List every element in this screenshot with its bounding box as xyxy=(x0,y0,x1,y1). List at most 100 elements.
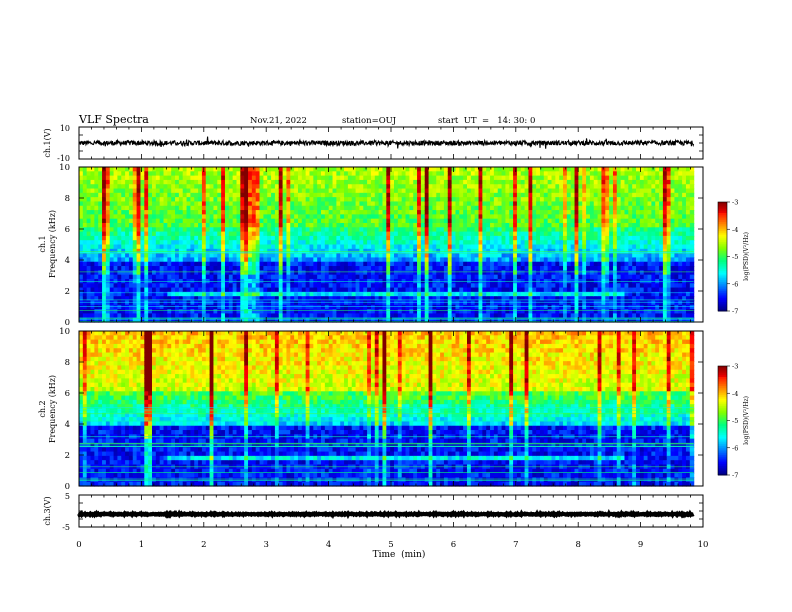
ch1-ylabel: ch.1(V) xyxy=(43,128,52,157)
colorbar-step xyxy=(718,258,727,261)
colorbar-step xyxy=(718,389,727,392)
colorbar-step xyxy=(718,455,727,458)
colorbar-step xyxy=(718,418,727,421)
colorbar-step xyxy=(718,427,727,431)
colorbar-step xyxy=(718,400,727,403)
colorbar-step xyxy=(718,207,727,210)
colorbar-step xyxy=(718,367,727,371)
colorbar-step xyxy=(718,425,727,429)
colorbar-step xyxy=(718,236,727,239)
colorbar-step xyxy=(718,291,727,294)
colorbar-step xyxy=(718,263,727,267)
colorbar-step xyxy=(718,407,727,411)
colorbar-step xyxy=(718,231,727,234)
colorbar-step xyxy=(718,373,727,376)
colorbar-step xyxy=(718,404,727,407)
colorbar-step xyxy=(718,203,727,207)
ch2-spectrogram-panel: 0 2 4 6 8 10 ch.2 Frequency (kHz) -3 -4 -5 -6 -7 l… xyxy=(38,327,750,492)
colorbar-step xyxy=(718,301,727,305)
colorbar-step xyxy=(718,240,727,243)
waveform-line xyxy=(78,136,695,149)
colorbar-step xyxy=(718,245,727,248)
colorbar-step xyxy=(718,415,727,418)
colorbar-step xyxy=(718,375,727,378)
colorbar-step xyxy=(718,211,727,214)
colorbar-step xyxy=(718,283,727,287)
y-tick-label: 2 xyxy=(65,287,70,297)
colorbar-step xyxy=(718,395,727,398)
ch1-waveform-panel: 10 -10 ch.1(V) xyxy=(43,124,704,163)
colorbar-step xyxy=(718,223,727,227)
ch1-spectrogram-image xyxy=(79,167,703,323)
colorbar-step xyxy=(718,221,727,225)
colorbar-step xyxy=(718,267,727,270)
colorbar-step xyxy=(718,251,727,254)
ch1-spectrogram-panel: 0 2 4 6 8 10 ch.1 Frequency (kHz) -3 -4 -5 -6 -7 l… xyxy=(38,163,750,328)
colorbar-step xyxy=(718,429,727,432)
ch1-ytick-top: 10 xyxy=(60,124,70,133)
colorbar-step xyxy=(718,451,727,454)
colorbar-step xyxy=(718,276,727,279)
ch2-spec-ylabel-ch: ch.2 xyxy=(38,400,47,417)
colorbar-step xyxy=(718,366,727,369)
colorbar-step xyxy=(718,256,727,259)
start-ut-label: start UT = 14: 30: 0 xyxy=(438,116,535,126)
colorbar-step xyxy=(718,433,727,436)
colorbar-step xyxy=(718,247,727,250)
colorbar-step xyxy=(718,385,727,389)
x-tick-label: 2 xyxy=(201,540,206,550)
colorbar-step xyxy=(718,413,727,416)
y-tick-label: 0 xyxy=(65,482,70,492)
colorbar-step xyxy=(718,274,727,277)
y-tick-label: 8 xyxy=(65,358,70,368)
x-tick-labels: 0 1 2 3 4 5 6 7 8 9 10 xyxy=(76,540,708,550)
colorbar-step xyxy=(718,444,727,447)
x-tick-label: 3 xyxy=(263,540,268,550)
colorbar-tick-label: -5 xyxy=(732,253,738,261)
colorbar-step xyxy=(718,469,727,472)
colorbar-tick-label: -5 xyxy=(732,417,738,425)
colorbar-step xyxy=(718,227,727,230)
colorbar-step xyxy=(718,300,727,303)
ch1-spec-ylabel-freq: Frequency (kHz) xyxy=(48,210,57,278)
x-tick-label: 6 xyxy=(451,540,456,550)
colorbar-step xyxy=(718,473,727,476)
colorbar-step xyxy=(718,234,727,238)
colorbar-step xyxy=(718,287,727,290)
x-tick-label: 8 xyxy=(575,540,580,550)
colorbar-step xyxy=(718,467,727,471)
colorbar-tick-label: -7 xyxy=(732,308,738,316)
colorbar-step xyxy=(718,272,727,276)
colorbar-step xyxy=(718,243,727,247)
colorbar-step xyxy=(718,449,727,452)
colorbar-step xyxy=(718,278,727,281)
colorbar-step xyxy=(718,254,727,257)
y-tick-label: 8 xyxy=(65,194,70,204)
x-tick-label: 0 xyxy=(76,540,81,550)
colorbar-step xyxy=(718,398,727,402)
colorbar-step xyxy=(718,458,727,461)
ch3-waveform-panel: 5 -5 ch.3(V) xyxy=(43,492,704,532)
colorbar-tick-label: -4 xyxy=(732,390,738,398)
colorbar-step xyxy=(718,225,727,228)
colorbar-step xyxy=(718,442,727,445)
colorbar-tick-label: -6 xyxy=(732,444,738,452)
colorbar-step xyxy=(718,238,727,241)
colorbar-step xyxy=(718,422,727,425)
colorbar-step xyxy=(718,229,727,232)
colorbar-step xyxy=(718,218,727,221)
ch2-spectrogram-image xyxy=(79,331,703,487)
colorbar-step xyxy=(718,387,727,391)
colorbar-tick-label: -6 xyxy=(732,280,738,288)
ch2-spec-ylabel-freq: Frequency (kHz) xyxy=(48,375,57,443)
x-tick-label: 1 xyxy=(139,540,144,550)
ch3-ylabel: ch.3(V) xyxy=(43,496,52,525)
colorbar-step xyxy=(718,271,727,274)
colorbar-step xyxy=(718,382,727,385)
colorbar-tick-label: -4 xyxy=(732,226,738,234)
colorbar-step xyxy=(718,285,727,288)
ch3-ytick-bottom: -5 xyxy=(62,523,70,532)
colorbar-step xyxy=(718,289,727,292)
colorbar-step xyxy=(718,292,727,296)
